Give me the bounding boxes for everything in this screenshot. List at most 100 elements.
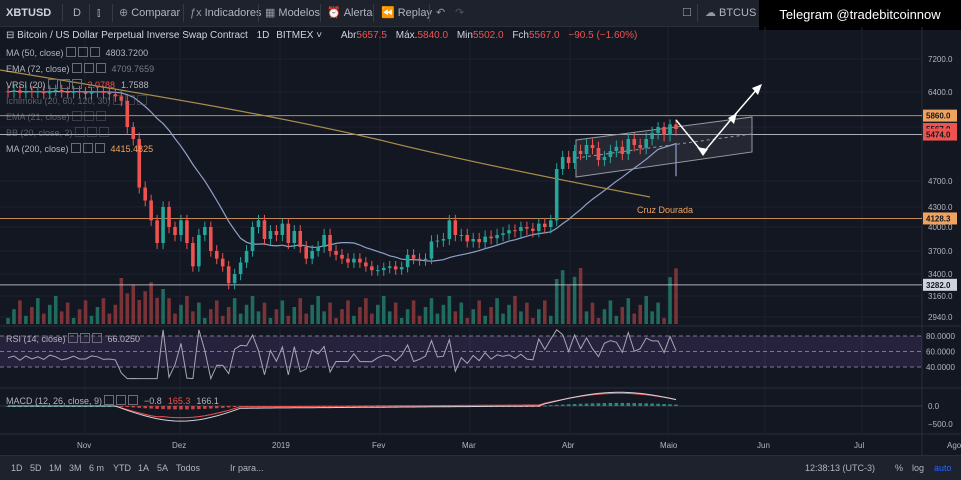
replay-button[interactable]: ⏪ Replay (381, 0, 432, 26)
macd-histogram-bar (620, 402, 625, 406)
gear-icon[interactable] (124, 95, 135, 105)
compare-button[interactable]: ⊕ Comparar (119, 0, 180, 26)
toolbar-divider (373, 4, 374, 22)
close-icon[interactable] (128, 395, 139, 405)
macd-histogram-bar (399, 406, 404, 407)
legend-ma200[interactable]: MA (200, close) 4415.4825 (6, 143, 153, 154)
volume-bar (214, 300, 219, 324)
gear-icon[interactable] (77, 47, 88, 57)
legend-value-2: 165.3 (167, 396, 191, 406)
undo-button[interactable]: ↶ (436, 0, 448, 26)
candle-body (41, 91, 46, 94)
volume-bar (274, 309, 279, 324)
candle-body (137, 139, 142, 188)
range-button[interactable]: YTD (113, 463, 131, 473)
legend-vrsi[interactable]: VRSI (20) 2.0788 1.7588 (6, 79, 149, 90)
interval-button[interactable]: D (73, 7, 81, 19)
chevron-down-icon[interactable]: ˅ (316, 30, 323, 41)
range-button[interactable]: 5A (157, 463, 169, 473)
gear-icon[interactable] (82, 143, 93, 153)
volume-bar (519, 311, 523, 324)
macd-tick-label: −500.0 (928, 420, 953, 429)
range-button[interactable]: 1A (138, 463, 150, 473)
candle-body (226, 266, 231, 284)
percent-toggle[interactable]: % (895, 463, 904, 473)
range-button[interactable]: 3M (69, 463, 82, 473)
gear-icon[interactable] (116, 395, 127, 405)
indicators-button[interactable]: ƒx Indicadores (190, 0, 262, 26)
eye-icon[interactable] (71, 63, 82, 73)
legend-rsi[interactable]: RSI (14, close) 66.0250 (6, 333, 140, 344)
legend-ema21[interactable]: EMA (21, close) (6, 111, 106, 122)
close-icon[interactable] (136, 95, 147, 105)
candle-body (232, 274, 237, 284)
range-button[interactable]: 5D (30, 463, 42, 473)
range-button[interactable]: Todos (176, 463, 201, 473)
redo-button[interactable]: ↷ (455, 0, 467, 26)
volume-bar (435, 313, 440, 324)
macd-histogram-bar (393, 406, 398, 407)
macd-histogram-bar (214, 406, 219, 409)
close-icon[interactable] (94, 143, 105, 153)
range-button[interactable]: 1M (49, 463, 62, 473)
eye-icon[interactable] (67, 333, 78, 343)
close-icon[interactable] (95, 63, 106, 73)
candle-body (537, 223, 541, 231)
symbol-search[interactable]: XBTUSD (6, 7, 52, 19)
close-icon[interactable] (95, 111, 106, 121)
eye-icon[interactable] (71, 111, 82, 121)
arrow-head (752, 84, 762, 95)
candle-body (125, 100, 130, 127)
range-button[interactable]: 6 m (89, 463, 105, 473)
templates-button[interactable]: ▦ Modelos (265, 0, 320, 26)
gear-icon[interactable] (59, 79, 70, 89)
price-tag-label: 4128.3 (926, 214, 951, 223)
macd-histogram-bar (220, 406, 225, 408)
legend-ema72[interactable]: EMA (72, close) 4709.7659 (6, 63, 154, 74)
legend-ma50[interactable]: MA (50, close) 4803.7200 (6, 47, 148, 58)
legend-ichimoku[interactable]: Ichimoku (20, 60, 120, 30) (6, 95, 147, 106)
goto-date-button[interactable]: Ir para... (230, 463, 264, 473)
log-toggle[interactable]: log (912, 463, 925, 473)
close-icon[interactable] (71, 79, 82, 89)
candle-body (417, 258, 422, 261)
eye-icon[interactable] (47, 79, 58, 89)
gear-icon[interactable] (83, 63, 94, 73)
close-icon[interactable] (89, 47, 100, 57)
close-icon[interactable] (91, 333, 102, 343)
auto-toggle[interactable]: auto (934, 463, 952, 473)
volume-bar (226, 307, 231, 324)
macd-histogram-bar (578, 403, 583, 406)
volume-bar (292, 307, 297, 324)
gear-icon[interactable] (79, 333, 90, 343)
close-icon[interactable] (98, 127, 109, 137)
time-tick-label: 2019 (272, 441, 290, 450)
eye-icon[interactable] (65, 47, 76, 57)
range-button[interactable]: 1D (11, 463, 23, 473)
candles-icon: ⫾ (97, 7, 101, 19)
volume-bar (77, 309, 82, 324)
alert-button[interactable]: ⏰ Alerta (327, 0, 372, 26)
symbol-right-button[interactable]: ☁ BTCUS (705, 0, 756, 26)
layout-button[interactable]: ☐ (682, 0, 695, 26)
eye-icon[interactable] (112, 95, 123, 105)
candle-body (405, 254, 410, 268)
volume-bar (95, 307, 100, 324)
eye-icon[interactable] (104, 395, 115, 405)
gear-icon[interactable] (86, 127, 97, 137)
cloud-icon: ☁ (705, 7, 716, 19)
candle-body (346, 258, 350, 263)
legend-macd[interactable]: MACD (12, 26, close, 9) −0.8 165.3 166.1 (6, 395, 219, 406)
collapse-icon[interactable]: ⊟ (6, 30, 15, 41)
volume-bar (495, 298, 499, 324)
macd-histogram-bar (179, 406, 183, 410)
eye-icon[interactable] (74, 127, 85, 137)
gear-icon[interactable] (83, 111, 94, 121)
volume-bar (387, 311, 392, 324)
eye-icon[interactable] (70, 143, 81, 153)
legend-bb[interactable]: BB (20, close, 2) (6, 127, 109, 138)
candle-body (286, 223, 291, 243)
alarm-clock-icon: ⏰ (327, 7, 341, 19)
chart-type-button[interactable]: ⫾ (97, 0, 104, 26)
